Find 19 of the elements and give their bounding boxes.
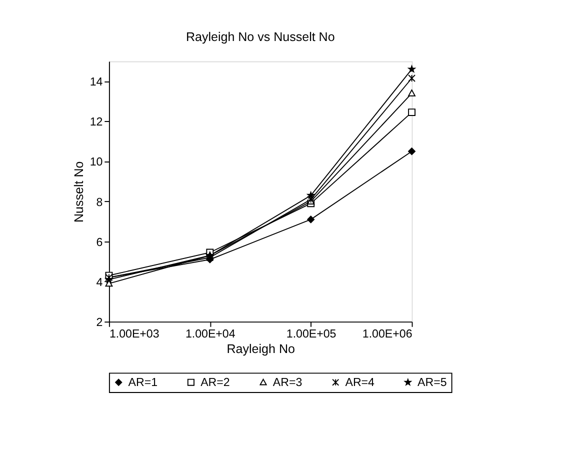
- legend-label: AR=3: [272, 377, 302, 390]
- chart-title: Rayleigh No vs Nusselt No: [186, 30, 335, 44]
- legend-label: AR=4: [345, 377, 376, 390]
- x-axis-title: Rayleigh No: [226, 342, 295, 356]
- y-tick-label: 4: [96, 276, 104, 289]
- y-axis-title: Nusselt No: [72, 161, 86, 222]
- legend-label: AR=1: [128, 377, 158, 390]
- y-tick-label: 14: [90, 76, 104, 89]
- x-tick-label: 1.00E+03: [109, 328, 160, 341]
- y-tick-label: 12: [90, 116, 103, 129]
- y-tick-label: 10: [90, 156, 103, 169]
- x-tick-label: 1.00E+06: [362, 328, 412, 341]
- legend-label: AR=2: [200, 377, 230, 390]
- y-tick-label: 2: [96, 316, 103, 329]
- legend-label: AR=5: [418, 377, 447, 390]
- y-tick-label: 8: [96, 196, 103, 209]
- x-tick-label: 1.00E+05: [286, 328, 336, 341]
- y-tick-label: 6: [96, 236, 103, 249]
- x-tick-label: 1.00E+04: [185, 328, 236, 341]
